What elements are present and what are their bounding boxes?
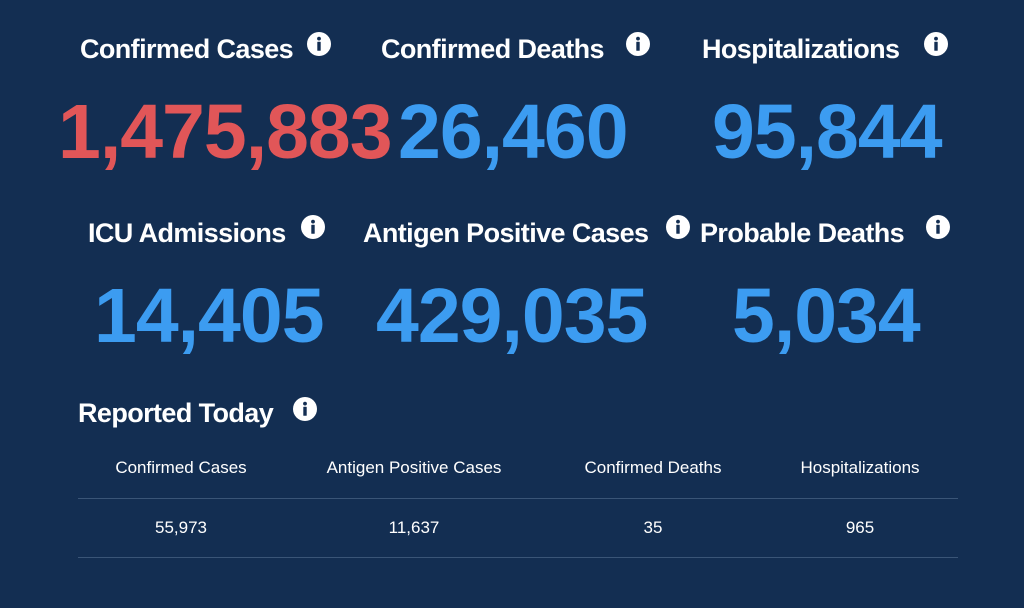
table-row: 55,973 11,637 35 965 bbox=[78, 498, 958, 558]
info-icon[interactable] bbox=[626, 32, 650, 56]
hospitalizations-label: Hospitalizations bbox=[702, 34, 900, 64]
info-icon[interactable] bbox=[924, 32, 948, 56]
info-icon[interactable] bbox=[926, 215, 950, 239]
reported-today-title: Reported Today bbox=[78, 398, 274, 428]
table-cell: 55,973 bbox=[78, 498, 284, 558]
antigen-positive-cases-value: 429,035 bbox=[376, 273, 648, 359]
column-header: Confirmed Deaths bbox=[544, 438, 762, 499]
probable-deaths-label: Probable Deaths bbox=[700, 218, 905, 248]
info-icon[interactable] bbox=[307, 32, 331, 56]
info-icon[interactable] bbox=[293, 397, 317, 421]
column-header: Confirmed Cases bbox=[78, 438, 284, 499]
confirmed-deaths-value: 26,460 bbox=[398, 89, 629, 175]
reported-today-table: Confirmed Cases Antigen Positive Cases C… bbox=[78, 438, 958, 558]
icu-admissions-value: 14,405 bbox=[94, 273, 325, 359]
table-cell: 35 bbox=[544, 498, 762, 558]
info-icon[interactable] bbox=[301, 215, 325, 239]
icu-admissions-label: ICU Admissions bbox=[88, 218, 286, 248]
confirmed-cases-value: 1,475,883 bbox=[58, 89, 393, 175]
table-cell: 965 bbox=[762, 498, 958, 558]
table-header-row: Confirmed Cases Antigen Positive Cases C… bbox=[78, 438, 958, 499]
info-icon[interactable] bbox=[666, 215, 690, 239]
confirmed-cases-label: Confirmed Cases bbox=[80, 34, 294, 64]
confirmed-deaths-label: Confirmed Deaths bbox=[381, 34, 605, 64]
antigen-positive-cases-label: Antigen Positive Cases bbox=[363, 218, 649, 248]
hospitalizations-value: 95,844 bbox=[712, 89, 943, 175]
column-header: Antigen Positive Cases bbox=[284, 438, 544, 499]
probable-deaths-value: 5,034 bbox=[732, 273, 921, 359]
column-header: Hospitalizations bbox=[762, 438, 958, 499]
table-cell: 11,637 bbox=[284, 498, 544, 558]
